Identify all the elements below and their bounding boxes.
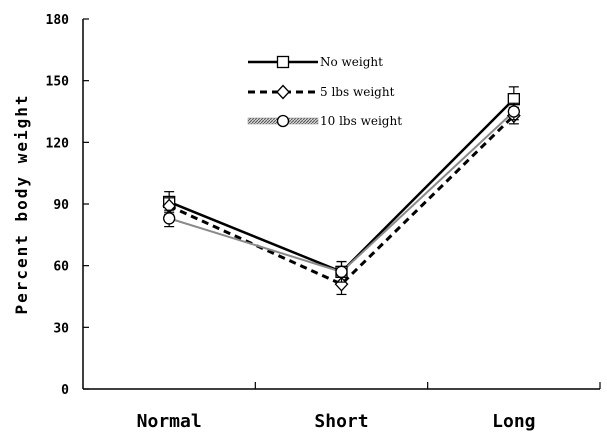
data-point-circle [335, 265, 348, 278]
legend-label: 5 lbs weight [320, 85, 395, 99]
legend-label: No weight [320, 55, 383, 69]
y-tick-label: 90 [53, 198, 69, 213]
series-layer [162, 86, 521, 296]
data-point-circle [507, 105, 520, 118]
y-axis-label: Percent body weight [12, 93, 31, 314]
y-tick-label: 30 [53, 321, 69, 336]
y-axis: 0 30 60 90 120 150 180 [46, 13, 89, 398]
y-tick-label: 150 [46, 75, 70, 90]
x-axis: Normal Short Long [83, 382, 601, 432]
legend-marker-square [276, 55, 290, 69]
y-tick-label: 0 [61, 383, 69, 398]
y-tick-label: 120 [46, 136, 70, 151]
x-tick-label: Long [492, 411, 535, 432]
series-line-3 [168, 110, 515, 273]
x-tick-label: Short [314, 411, 368, 432]
y-tick-label: 180 [46, 13, 70, 28]
y-tick-label: 60 [53, 260, 69, 275]
legend-marker-diamond [276, 84, 290, 100]
data-point-circle [163, 212, 176, 225]
legend-marker-circle [276, 114, 290, 128]
series-line-2 [168, 114, 515, 286]
legend: No weight 5 lbs weight 10 lbs weight [247, 55, 402, 128]
x-tick-label: Normal [137, 411, 202, 432]
legend-label: 10 lbs weight [320, 114, 402, 128]
